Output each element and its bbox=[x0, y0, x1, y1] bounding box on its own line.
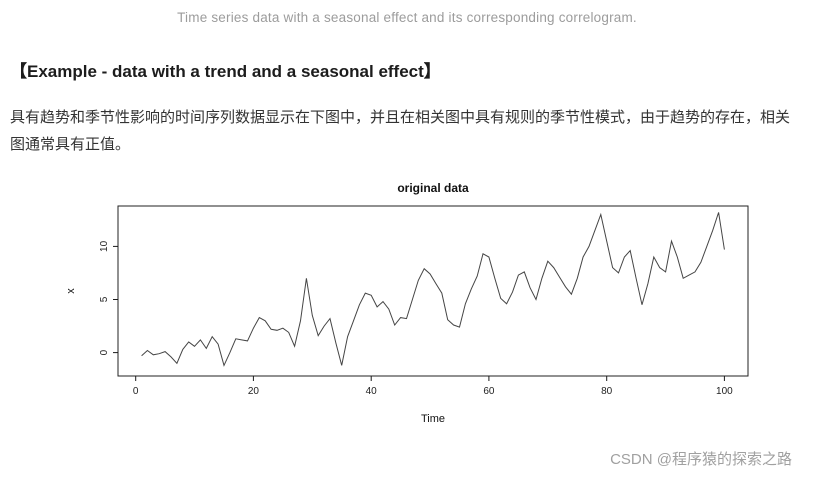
svg-text:0: 0 bbox=[99, 349, 110, 355]
svg-text:10: 10 bbox=[99, 240, 110, 252]
figure-caption: Time series data with a seasonal effect … bbox=[177, 10, 637, 25]
series-line bbox=[141, 212, 725, 367]
body-paragraph: 具有趋势和季节性影响的时间序列数据显示在下图中，并且在相关图中具有规则的季节性模… bbox=[10, 109, 791, 153]
y-axis-label: x bbox=[65, 288, 77, 294]
watermark: CSDN @程序猿的探索之路 bbox=[610, 451, 792, 468]
x-axis-label: Time bbox=[421, 413, 445, 425]
time-series-figure: original data 0 20 40 60 80 100 0 5 10 Time x bbox=[58, 174, 758, 436]
svg-text:100: 100 bbox=[716, 386, 733, 397]
svg-text:5: 5 bbox=[99, 296, 110, 302]
plot-border bbox=[117, 205, 749, 377]
section-heading: 【Example - data with a trend and a seaso… bbox=[10, 62, 441, 81]
axis-ticks: 0 20 40 60 80 100 0 5 10 bbox=[99, 240, 733, 397]
svg-text:0: 0 bbox=[133, 386, 139, 397]
svg-text:60: 60 bbox=[483, 386, 495, 397]
svg-text:20: 20 bbox=[248, 386, 260, 397]
svg-text:40: 40 bbox=[366, 386, 378, 397]
svg-text:80: 80 bbox=[601, 386, 613, 397]
chart-title: original data bbox=[397, 181, 469, 195]
chart-canvas: original data 0 20 40 60 80 100 0 5 10 Time x bbox=[65, 181, 749, 425]
